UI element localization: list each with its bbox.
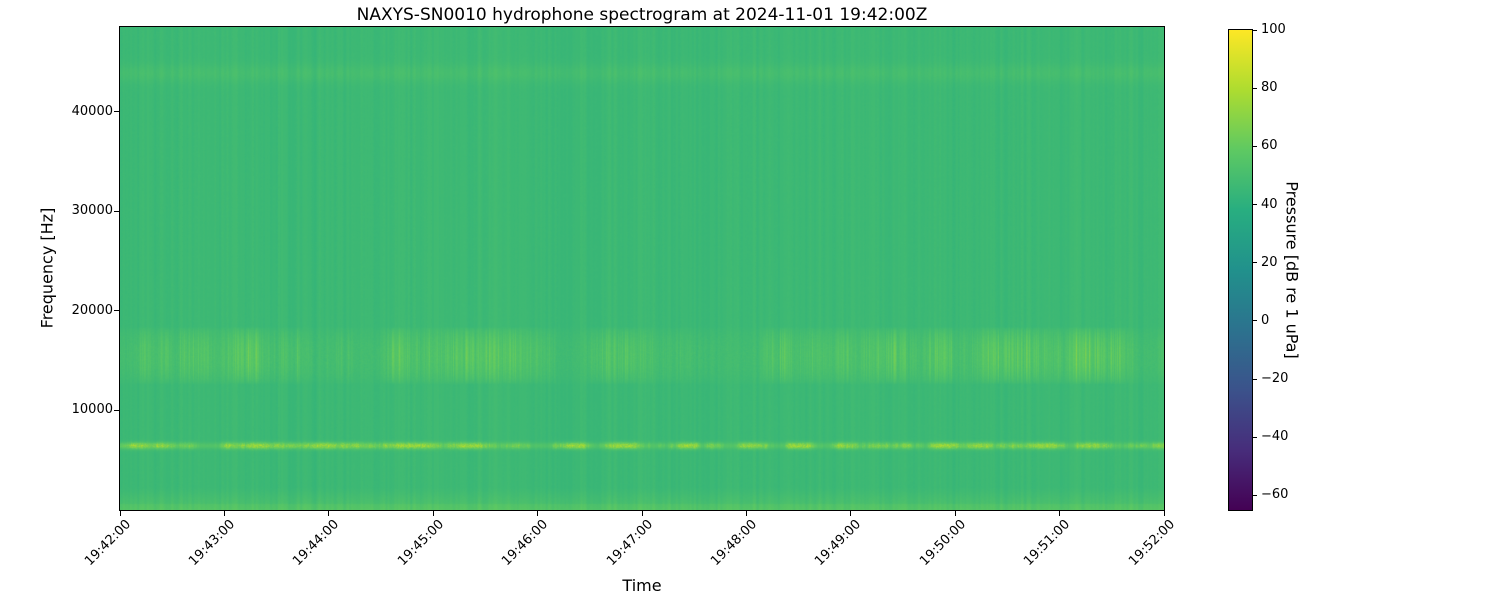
y-tick-mark	[114, 210, 119, 212]
y-tick-mark	[114, 111, 119, 113]
x-tick-label: 19:51:00	[1021, 517, 1074, 569]
x-tick-label: 19:44:00	[290, 517, 343, 569]
x-tick-mark	[328, 511, 330, 516]
colorbar-tick-label: 0	[1261, 312, 1270, 328]
x-tick-mark	[641, 511, 643, 516]
plot-area	[119, 26, 1165, 511]
x-tick-mark	[1163, 511, 1165, 516]
colorbar-gradient	[1229, 30, 1252, 510]
x-tick-mark	[223, 511, 225, 516]
y-tick-label: 20000	[71, 302, 113, 318]
x-tick-mark	[954, 511, 956, 516]
x-tick-mark	[1059, 511, 1061, 516]
colorbar-tick-mark	[1253, 436, 1257, 438]
colorbar-tick-label: 60	[1261, 138, 1278, 154]
x-tick-mark	[745, 511, 747, 516]
y-tick-mark	[114, 310, 119, 312]
x-tick-label: 19:48:00	[708, 517, 761, 569]
colorbar-tick-mark	[1253, 262, 1257, 264]
x-tick-label: 19:46:00	[499, 517, 552, 569]
y-tick-mark	[114, 409, 119, 411]
colorbar-label: Pressure [dB re 1 uPa]	[1282, 181, 1302, 359]
colorbar-tick-mark	[1253, 204, 1257, 206]
x-tick-label: 19:50:00	[916, 517, 969, 569]
x-tick-label: 19:42:00	[81, 517, 134, 569]
colorbar-tick-mark	[1253, 494, 1257, 496]
x-tick-label: 19:52:00	[1125, 517, 1178, 569]
colorbar-tick-mark	[1253, 145, 1257, 147]
colorbar-tick-label: 20	[1261, 254, 1278, 270]
colorbar-tick-label: 100	[1261, 22, 1286, 37]
x-tick-mark	[537, 511, 539, 516]
x-tick-mark	[432, 511, 434, 516]
colorbar-tick-mark	[1253, 320, 1257, 322]
y-tick-label: 10000	[71, 402, 113, 418]
y-tick-label: 40000	[71, 103, 113, 119]
x-tick-mark	[119, 511, 121, 516]
x-tick-label: 19:45:00	[394, 517, 447, 569]
x-tick-label: 19:43:00	[186, 517, 239, 569]
chart-title: NAXYS-SN0010 hydrophone spectrogram at 2…	[356, 5, 928, 25]
x-tick-mark	[850, 511, 852, 516]
colorbar-tick-label: 80	[1261, 80, 1278, 96]
colorbar-tick-mark	[1253, 29, 1257, 31]
colorbar-tick-label: −60	[1261, 487, 1289, 503]
x-tick-label: 19:47:00	[603, 517, 656, 569]
colorbar-tick-label: −40	[1261, 429, 1289, 445]
x-tick-label: 19:49:00	[812, 517, 865, 569]
colorbar-tick-label: 40	[1261, 196, 1278, 212]
y-tick-label: 30000	[71, 203, 113, 219]
colorbar-tick-mark	[1253, 87, 1257, 89]
colorbar	[1228, 29, 1253, 511]
colorbar-tick-mark	[1253, 378, 1257, 380]
colorbar-tick-label: −20	[1261, 371, 1289, 387]
spectrogram-heatmap	[120, 27, 1164, 510]
x-axis-label: Time	[622, 576, 662, 595]
